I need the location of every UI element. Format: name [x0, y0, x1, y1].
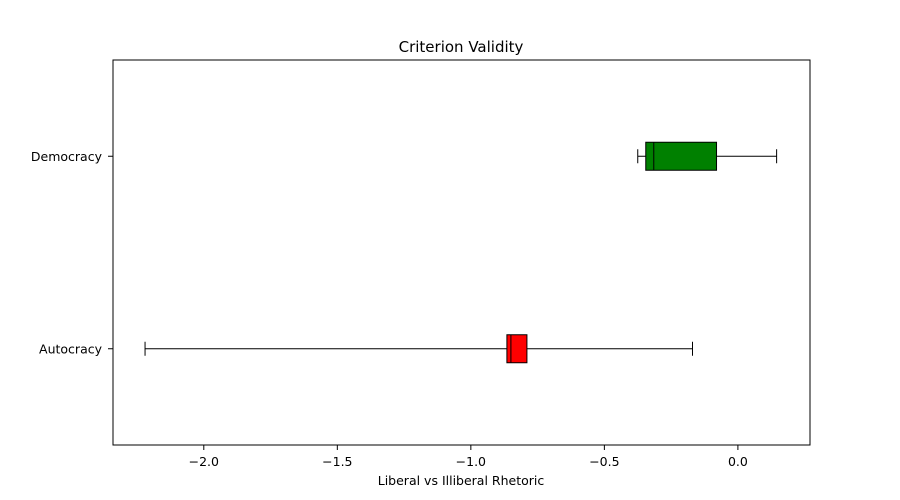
plot-frame [112, 59, 811, 446]
y-tick-label-autocracy: Autocracy [39, 341, 103, 356]
x-tick-label: −0.5 [589, 454, 619, 469]
x-tick-label: −1.0 [456, 454, 486, 469]
chart-title: Criterion Validity [399, 38, 524, 56]
box-body-democracy [645, 141, 718, 171]
x-tick-label: −1.5 [322, 454, 352, 469]
x-axis: −2.0 −1.5 −1.0 −0.5 0.0 [189, 445, 748, 469]
x-axis-label: Liberal vs Illiberal Rhetoric [378, 473, 545, 488]
boxes-layer [144, 141, 778, 364]
box-democracy [637, 141, 778, 171]
y-axis: Autocracy Democracy [31, 149, 113, 356]
x-tick-label: 0.0 [728, 454, 748, 469]
box-autocracy [144, 334, 693, 364]
box-body-autocracy [506, 334, 528, 364]
y-tick-label-democracy: Democracy [31, 149, 103, 164]
x-tick-label: −2.0 [189, 454, 219, 469]
